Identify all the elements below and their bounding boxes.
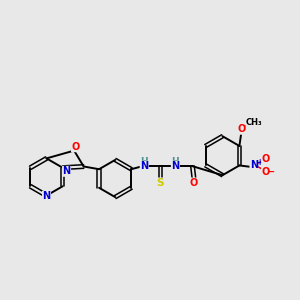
Text: −: −	[267, 167, 275, 176]
Text: N: N	[62, 166, 70, 176]
Text: N: N	[140, 161, 148, 171]
Text: N: N	[171, 161, 179, 171]
Text: O: O	[237, 124, 245, 134]
Text: O: O	[71, 142, 80, 152]
Text: O: O	[261, 154, 270, 164]
Text: N: N	[250, 160, 258, 170]
Text: H: H	[140, 157, 148, 166]
Text: O: O	[190, 178, 198, 188]
Text: O: O	[261, 167, 270, 177]
Text: N: N	[42, 191, 51, 201]
Text: +: +	[256, 158, 262, 167]
Text: S: S	[157, 178, 164, 188]
Text: H: H	[172, 157, 179, 166]
Text: CH₃: CH₃	[246, 118, 263, 127]
